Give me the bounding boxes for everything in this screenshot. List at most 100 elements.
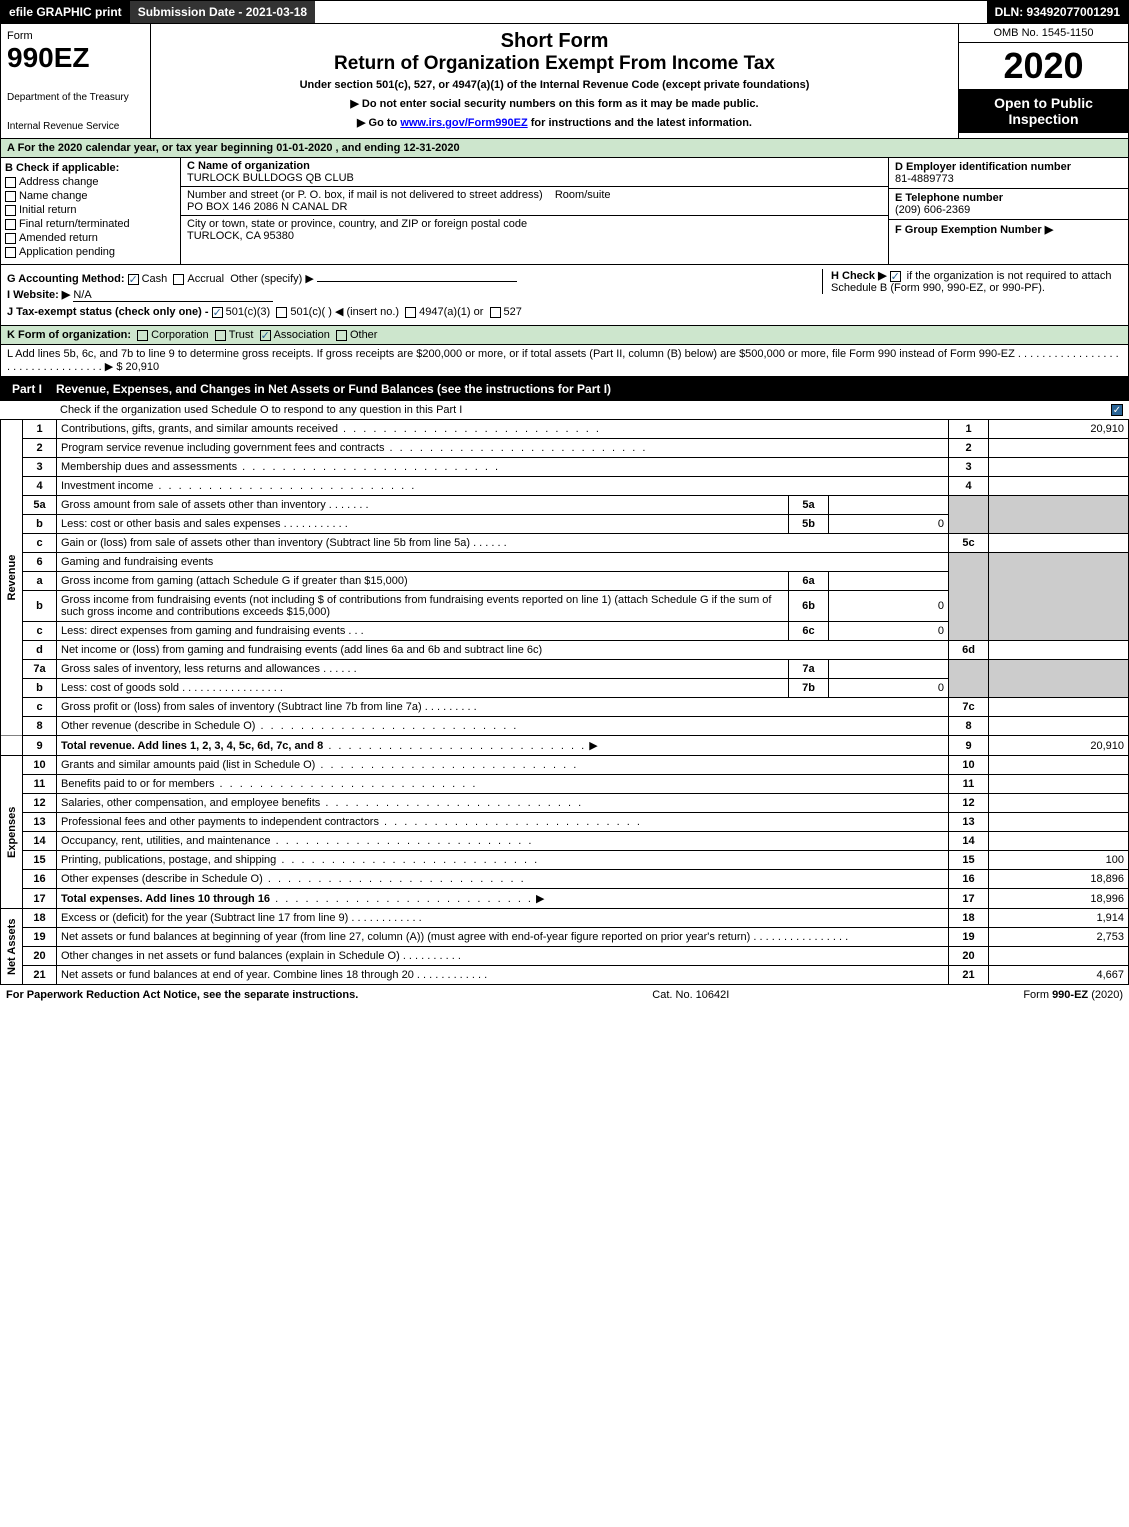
tax-period: A For the 2020 calendar year, or tax yea…	[0, 139, 1129, 158]
g-other: Other (specify) ▶	[230, 273, 314, 285]
box-h: H Check ▶ if the organization is not req…	[822, 269, 1122, 294]
city-label: City or town, state or province, country…	[187, 218, 527, 230]
line-8-no: 8	[23, 717, 57, 736]
line-8-val	[989, 717, 1129, 736]
line-6d-col: 6d	[949, 641, 989, 660]
line-j: J Tax-exempt status (check only one) - 5…	[7, 305, 1122, 318]
part-1-check[interactable]: ✓	[1111, 404, 1123, 416]
chk-initial-return[interactable]: Initial return	[5, 204, 176, 216]
street: PO BOX 146 2086 N CANAL DR	[187, 201, 347, 213]
line-6d-desc: Net income or (loss) from gaming and fun…	[57, 641, 949, 660]
line-6a-no: a	[23, 572, 57, 591]
form-subtitle: Under section 501(c), 527, or 4947(a)(1)…	[161, 79, 948, 91]
line-5ab-shade	[949, 496, 989, 534]
line-14-col: 14	[949, 832, 989, 851]
dept-label: Department of the Treasury	[7, 92, 144, 103]
form-year-block: OMB No. 1545-1150 2020 Open to Public In…	[958, 24, 1128, 138]
line-18-no: 18	[23, 909, 57, 928]
chk-final-return[interactable]: Final return/terminated	[5, 218, 176, 230]
line-19-val: 2,753	[989, 928, 1129, 947]
link-note: ▶ Go to www.irs.gov/Form990EZ for instru…	[161, 116, 948, 129]
g-accrual: Accrual	[187, 273, 224, 285]
line-9-col: 9	[949, 736, 989, 756]
chk-other-org[interactable]	[336, 330, 347, 341]
chk-accrual[interactable]	[173, 274, 184, 285]
expenses-side-label: Expenses	[1, 756, 23, 909]
org-info-grid: B Check if applicable: Address change Na…	[0, 158, 1129, 265]
line-7b-no: b	[23, 679, 57, 698]
line-20-col: 20	[949, 947, 989, 966]
line-14-no: 14	[23, 832, 57, 851]
line-7ab-shade	[949, 660, 989, 698]
chk-amended-return[interactable]: Amended return	[5, 232, 176, 244]
line-5c-col: 5c	[949, 534, 989, 553]
line-l: L Add lines 5b, 6c, and 7b to line 9 to …	[0, 345, 1129, 377]
line-6b-desc: Gross income from fundraising events (no…	[57, 591, 789, 622]
public-inspection: Open to Public Inspection	[959, 89, 1128, 133]
footer-left: For Paperwork Reduction Act Notice, see …	[6, 989, 358, 1001]
irs-label: Internal Revenue Service	[7, 121, 144, 132]
line-18-val: 1,914	[989, 909, 1129, 928]
line-15-no: 15	[23, 851, 57, 870]
link-note-pre: ▶ Go to	[357, 117, 400, 129]
chk-application-pending[interactable]: Application pending	[5, 246, 176, 258]
line-15-col: 15	[949, 851, 989, 870]
chk-address-change[interactable]: Address change	[5, 176, 176, 188]
efile-print-label[interactable]: efile GRAPHIC print	[1, 1, 130, 23]
tax-year: 2020	[959, 43, 1128, 89]
line-6a-subno: 6a	[789, 572, 829, 591]
box-b: B Check if applicable: Address change Na…	[1, 158, 181, 264]
line-10-val	[989, 756, 1129, 775]
line-2-col: 2	[949, 439, 989, 458]
chk-trust[interactable]	[215, 330, 226, 341]
chk-association[interactable]	[260, 330, 271, 341]
chk-corporation[interactable]	[137, 330, 148, 341]
line-13-no: 13	[23, 813, 57, 832]
group-exemption-label: F Group Exemption Number ▶	[895, 224, 1053, 236]
h-label: H Check ▶	[831, 270, 887, 282]
website-value: N/A	[73, 289, 273, 302]
g-cash: Cash	[142, 273, 168, 285]
chk-cash[interactable]	[128, 274, 139, 285]
line-12-col: 12	[949, 794, 989, 813]
box-d: D Employer identification number 81-4889…	[888, 158, 1128, 264]
chk-name-change[interactable]: Name change	[5, 190, 176, 202]
chk-h[interactable]	[890, 271, 901, 282]
line-4-no: 4	[23, 477, 57, 496]
line-17-val: 18,996	[989, 889, 1129, 909]
line-7ab-shade-val	[989, 660, 1129, 698]
form-number: 990EZ	[7, 42, 144, 74]
line-3-val	[989, 458, 1129, 477]
chk-4947[interactable]	[405, 307, 416, 318]
dln: DLN: 93492077001291	[987, 1, 1128, 23]
part-1-label: Part I	[6, 380, 48, 398]
line-21-desc: Net assets or fund balances at end of ye…	[57, 966, 949, 985]
line-10-desc: Grants and similar amounts paid (list in…	[57, 756, 949, 775]
submission-date: Submission Date - 2021-03-18	[130, 1, 315, 23]
org-name-label: C Name of organization	[187, 160, 310, 172]
part-1-table: Revenue 1 Contributions, gifts, grants, …	[0, 420, 1129, 985]
line-7c-col: 7c	[949, 698, 989, 717]
part-1-sub: Check if the organization used Schedule …	[0, 401, 1129, 420]
part-1-sub-text: Check if the organization used Schedule …	[60, 404, 462, 416]
chk-501c3[interactable]	[212, 307, 223, 318]
line-3-desc: Membership dues and assessments	[57, 458, 949, 477]
tel-label: E Telephone number	[895, 192, 1003, 204]
line-6abc-shade-val	[989, 553, 1129, 641]
irs-link[interactable]: www.irs.gov/Form990EZ	[400, 117, 527, 129]
meta-block: H Check ▶ if the organization is not req…	[0, 265, 1129, 326]
chk-527[interactable]	[490, 307, 501, 318]
line-9-val: 20,910	[989, 736, 1129, 756]
line-5b-desc: Less: cost or other basis and sales expe…	[57, 515, 789, 534]
i-label: I Website: ▶	[7, 289, 70, 301]
line-5a-desc: Gross amount from sale of assets other t…	[57, 496, 789, 515]
line-8-col: 8	[949, 717, 989, 736]
line-7b-desc: Less: cost of goods sold . . . . . . . .…	[57, 679, 789, 698]
line-11-val	[989, 775, 1129, 794]
j-501c3: 501(c)(3)	[226, 306, 271, 318]
line-14-desc: Occupancy, rent, utilities, and maintena…	[57, 832, 949, 851]
city: TURLOCK, CA 95380	[187, 230, 294, 242]
chk-501c[interactable]	[276, 307, 287, 318]
line-5b-subval: 0	[829, 515, 949, 534]
line-5c-val	[989, 534, 1129, 553]
